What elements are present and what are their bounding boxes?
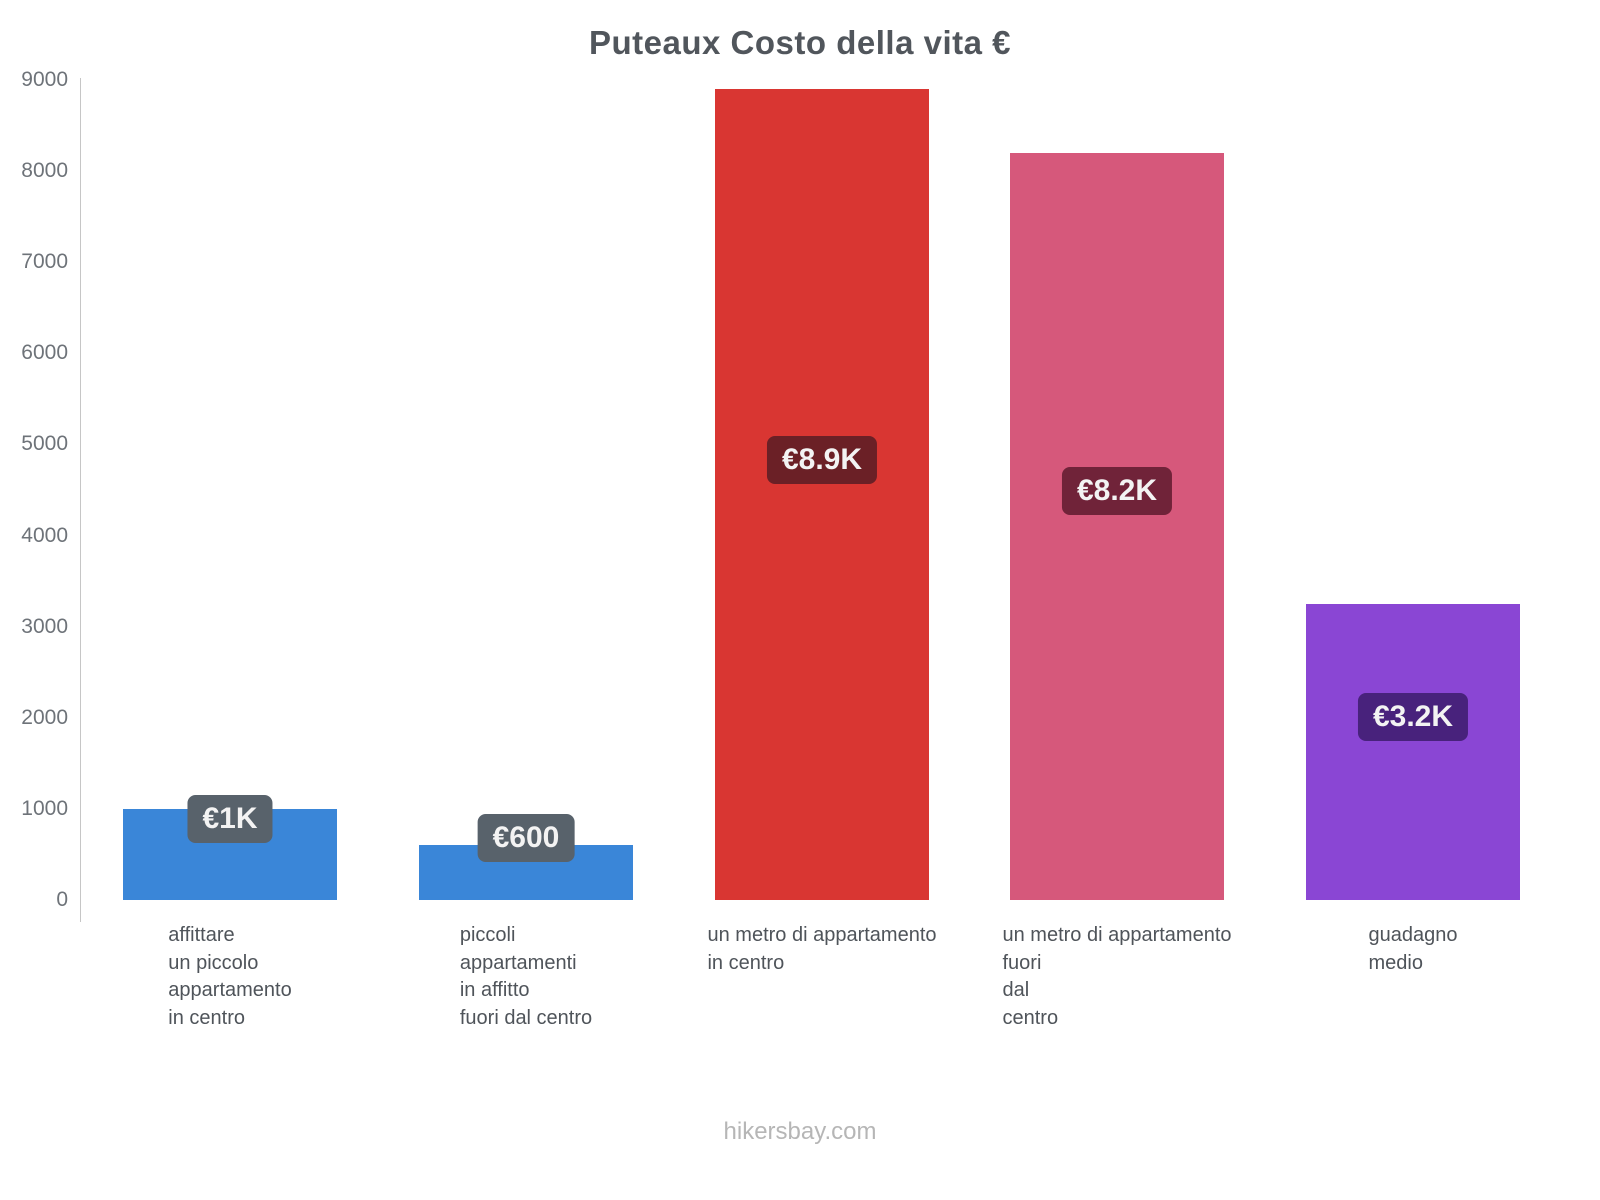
bar-4: [1010, 152, 1224, 900]
y-tick-label: 8000: [21, 159, 68, 183]
x-tick-label: guadagno medio: [1368, 924, 1458, 974]
value-badge: €600: [477, 813, 575, 862]
y-tick-label: 4000: [21, 523, 68, 547]
value-badge: €1K: [187, 795, 273, 844]
y-tick-label: 0: [56, 888, 68, 911]
y-axis-line: [80, 78, 81, 922]
x-tick-label: piccoli appartamenti in affitto fuori da…: [459, 924, 593, 1029]
y-tick-label: 5000: [21, 432, 68, 456]
y-tick-label: 6000: [21, 341, 68, 365]
x-tick-label: affittare un piccolo appartamento in cen…: [168, 924, 292, 1029]
y-tick-label: 3000: [21, 614, 68, 638]
y-tick-label: 9000: [21, 68, 68, 91]
y-tick-label: 7000: [21, 250, 68, 274]
x-tick-label: un metro di appartamento in centro: [707, 924, 937, 974]
x-tick-label: un metro di appartamento fuori dal centr…: [1002, 924, 1232, 1029]
value-badge: €8.2K: [1061, 467, 1173, 516]
y-tick-label: 2000: [21, 705, 68, 729]
bar-5: [1306, 603, 1520, 900]
y-tick-label: 1000: [21, 796, 68, 820]
value-badge: €8.9K: [766, 435, 878, 484]
bar-3: [715, 89, 929, 900]
watermark-text: hikersbay.com: [723, 1118, 877, 1145]
chart-title: Puteaux Costo della vita €: [589, 24, 1011, 61]
value-badge: €3.2K: [1357, 692, 1469, 741]
